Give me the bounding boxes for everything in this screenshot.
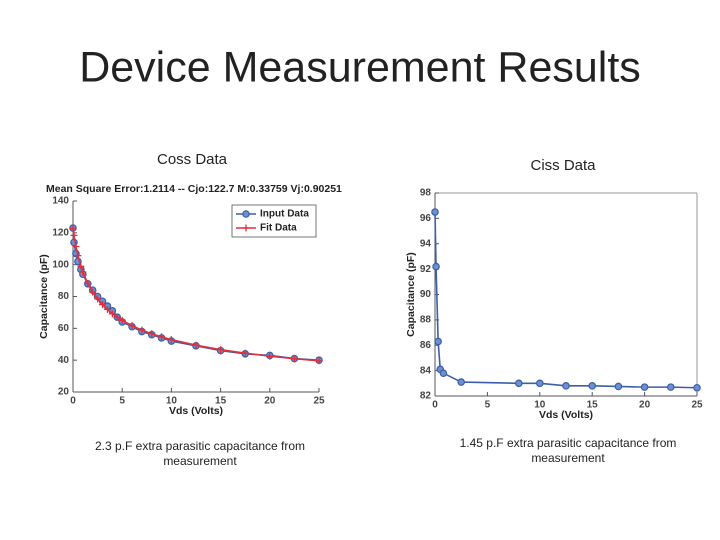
data-point (241, 349, 249, 357)
data-point (77, 262, 85, 270)
data-point (128, 322, 136, 330)
data-point (535, 379, 544, 388)
data-point (666, 383, 675, 391)
x-axis-label: Vds (Volts) (539, 409, 593, 421)
x-tick-label: 15 (587, 400, 599, 411)
x-tick-label: 10 (534, 400, 546, 411)
y-tick-label: 120 (52, 227, 69, 238)
x-tick-label: 0 (432, 400, 438, 411)
legend-marker (242, 210, 250, 218)
data-point (431, 208, 439, 216)
y-axis-label: Capacitance (pF) (38, 254, 50, 339)
y-tick-label: 80 (58, 291, 70, 302)
x-tick-label: 0 (70, 396, 76, 407)
x-tick-label: 20 (639, 400, 651, 411)
x-tick-label: 25 (313, 396, 325, 407)
data-point (89, 288, 97, 296)
y-tick-label: 88 (420, 315, 432, 326)
data-point (113, 313, 121, 321)
data-point (99, 301, 107, 309)
data-point (167, 336, 175, 344)
x-axis-label: Vds (Volts) (169, 405, 223, 417)
chart-heading: Ciss Data (530, 157, 596, 174)
data-point (588, 382, 597, 390)
data-point (693, 383, 701, 392)
caption: 2.3 p.F extra parasitic capacitance from… (94, 439, 306, 468)
data-point (315, 357, 323, 365)
data-point (457, 378, 466, 386)
y-tick-label: 82 (420, 391, 432, 402)
data-point (562, 382, 570, 390)
data-point (79, 268, 87, 276)
legend-label: Fit Data (260, 223, 297, 234)
series-line (72, 228, 320, 361)
data-point (434, 337, 442, 346)
data-point (70, 231, 78, 239)
data-point (72, 243, 80, 251)
data-point (266, 352, 274, 360)
y-tick-label: 20 (58, 387, 70, 398)
y-tick-label: 40 (58, 355, 70, 366)
y-tick-label: 60 (58, 323, 70, 334)
x-tick-label: 25 (691, 400, 703, 411)
slide-title: Device Measurement Results (79, 43, 641, 91)
data-point (118, 316, 126, 324)
caption: 1.45 p.F extra parasitic capacitance fro… (459, 436, 677, 465)
y-tick-label: 92 (420, 264, 432, 275)
y-tick-label: 140 (52, 196, 69, 207)
x-tick-label: 5 (119, 396, 125, 407)
y-tick-label: 100 (52, 259, 69, 270)
data-point (94, 295, 102, 303)
y-tick-label: 98 (420, 188, 432, 199)
data-point (192, 341, 200, 349)
data-point (614, 382, 623, 391)
y-tick-label: 90 (420, 289, 432, 300)
data-point (148, 330, 156, 338)
legend-marker (242, 224, 250, 232)
data-point (103, 305, 111, 313)
y-tick-label: 84 (420, 365, 432, 376)
y-tick-label: 96 (420, 213, 432, 224)
data-point (217, 346, 225, 354)
data-point (515, 379, 523, 388)
x-tick-label: 5 (485, 400, 491, 411)
data-point (108, 310, 116, 318)
x-tick-label: 20 (264, 396, 276, 407)
data-point (640, 383, 649, 391)
x-tick-label: 15 (215, 396, 227, 407)
data-point (69, 225, 77, 233)
data-point (138, 326, 146, 334)
legend-label: Input Data (260, 209, 309, 220)
x-tick-label: 10 (166, 396, 178, 407)
y-axis-label: Capacitance (pF) (405, 252, 417, 337)
chart-title: Mean Square Error:1.2114 -- Cjo:122.7 M:… (46, 183, 342, 195)
data-point (84, 279, 92, 287)
y-tick-label: 86 (420, 340, 432, 351)
series-line (72, 228, 320, 362)
data-point (439, 369, 448, 377)
data-point (290, 355, 298, 363)
data-point (158, 333, 166, 341)
chart-heading: Coss Data (157, 151, 228, 168)
series-line (434, 212, 698, 389)
y-tick-label: 94 (420, 238, 432, 249)
data-point (432, 262, 440, 271)
data-point (74, 252, 82, 260)
